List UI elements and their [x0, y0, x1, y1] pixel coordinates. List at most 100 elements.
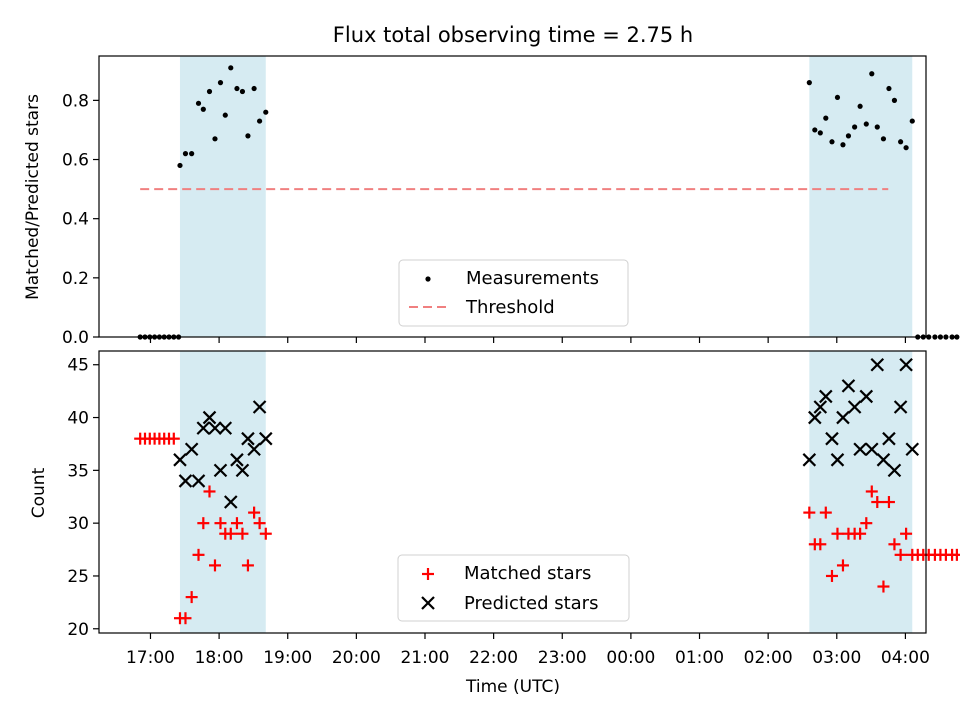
measurement-point — [898, 139, 904, 145]
measurement-point — [845, 133, 852, 139]
legend-threshold-label: Threshold — [465, 297, 555, 318]
shaded-interval — [179, 56, 266, 337]
measurement-point — [863, 121, 869, 127]
matched-star-point — [836, 559, 849, 572]
matched-star-point — [179, 612, 192, 625]
measurement-point — [840, 142, 846, 148]
predicted-star-point — [802, 453, 817, 467]
measurement-point — [263, 109, 269, 115]
predicted-star-point — [252, 400, 267, 414]
predicted-star-point — [825, 431, 839, 446]
predicted-star-point — [184, 442, 199, 457]
matched-star-point — [192, 548, 205, 561]
x-axis-tick-labels: 17:00 18:00 19:00 20:00 21:00 22:00 23:00 00:00… — [126, 648, 930, 668]
measurement-point — [943, 334, 949, 340]
y-tick-label: 0.6 — [62, 151, 89, 171]
predicted-star-point — [841, 379, 856, 393]
matched-star-point — [197, 517, 210, 530]
predicted-star-point — [223, 495, 238, 509]
shaded-interval — [809, 56, 913, 337]
measurement-point — [954, 334, 960, 340]
predicted-star-point — [213, 463, 228, 478]
top-panel-ticks: 0.0 0.2 0.4 0.6 0.8 — [62, 91, 907, 348]
bottom-panel-shaded-intervals — [179, 351, 913, 633]
y-tick-label: 30 — [67, 514, 89, 534]
matched-star-point — [819, 506, 832, 519]
measurement-point — [228, 65, 234, 71]
measurement-point — [909, 118, 915, 124]
legend-predicted-marker — [421, 596, 435, 610]
predicted-star-point — [258, 431, 273, 446]
x-tick-label: 18:00 — [195, 648, 244, 668]
predicted-star-point — [191, 474, 206, 488]
matched-star-point — [208, 559, 221, 572]
matched-star-point — [882, 496, 895, 509]
y-tick-label: 35 — [67, 461, 89, 481]
matched-star-point — [167, 432, 180, 445]
y-tick-label: 0.4 — [62, 210, 89, 230]
measurement-point — [251, 85, 257, 92]
matched-star-point — [950, 548, 960, 561]
matched-star-point — [248, 506, 261, 519]
measurement-point — [222, 112, 228, 118]
measurement-point — [812, 127, 818, 133]
predicted-star-point — [847, 400, 862, 414]
matched-star-point — [888, 538, 901, 551]
top-y-axis-label: Matched/Predicted stars — [23, 94, 43, 300]
measurements-points — [137, 65, 960, 340]
legend-measurements-marker — [425, 276, 431, 282]
matched-star-point — [241, 559, 254, 572]
measurement-point — [177, 162, 183, 169]
x-tick-label: 02:00 — [744, 648, 793, 668]
x-tick-label: 00:00 — [606, 648, 655, 668]
matched-star-point — [814, 538, 827, 551]
predicted-star-point — [808, 410, 822, 425]
measurement-point — [857, 103, 863, 109]
legend-matched-label: Matched stars — [464, 563, 591, 584]
matched-star-point — [894, 548, 907, 561]
measurement-point — [886, 85, 892, 92]
measurement-point — [880, 136, 887, 142]
predicted-star-point — [882, 431, 896, 446]
predicted-star-point — [235, 463, 250, 478]
shaded-interval — [809, 351, 913, 633]
matched-star-point — [253, 517, 266, 530]
measurement-point — [200, 106, 206, 112]
predicted-star-point — [830, 453, 845, 467]
predicted-star-point — [887, 463, 902, 478]
matched-star-point — [224, 527, 237, 540]
predicted-star-point — [241, 431, 255, 446]
predicted-star-point — [178, 474, 193, 488]
measurement-point — [926, 334, 932, 340]
matched-star-point — [854, 527, 867, 540]
matched-star-point — [803, 506, 816, 519]
measurement-point — [806, 80, 812, 86]
legend-measurements-label: Measurements — [466, 268, 599, 289]
measurement-point — [234, 85, 240, 92]
matched-star-point — [900, 527, 913, 540]
measurement-point — [245, 133, 251, 139]
matched-star-point — [825, 569, 838, 582]
matched-star-point — [877, 580, 890, 593]
count-points — [134, 357, 960, 625]
predicted-star-point — [865, 442, 879, 457]
matched-star-point — [871, 496, 884, 509]
legend-matched-marker — [422, 568, 434, 580]
measurement-point — [206, 88, 213, 95]
top-panel-frame — [98, 55, 927, 338]
matched-star-point — [185, 591, 198, 604]
predicted-star-point — [208, 421, 222, 435]
ratio-panel: 0.00.20.40.60.8 Matched/Predicted stars … — [23, 55, 960, 348]
predicted-star-point — [813, 400, 828, 414]
measurement-point — [874, 124, 880, 130]
measurement-point — [937, 334, 944, 340]
measurement-point — [834, 94, 841, 101]
predicted-star-point — [836, 410, 850, 425]
bottom-panel-frame — [98, 350, 927, 634]
shaded-interval — [179, 351, 266, 633]
y-tick-label: 45 — [67, 356, 89, 376]
predicted-star-point — [899, 357, 913, 372]
measurement-point — [891, 97, 898, 103]
measurement-point — [903, 145, 909, 151]
